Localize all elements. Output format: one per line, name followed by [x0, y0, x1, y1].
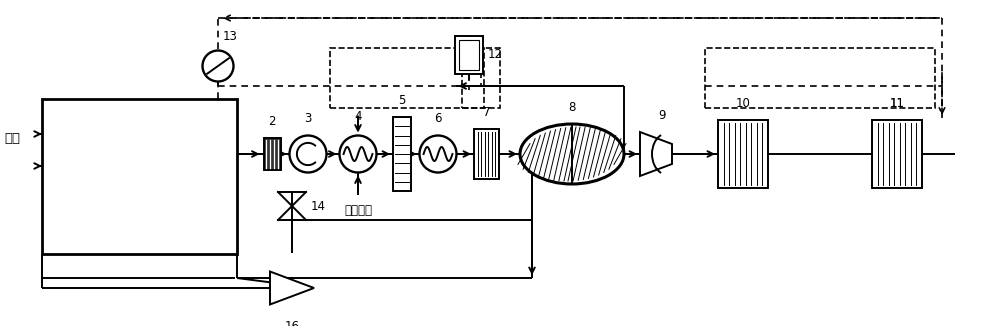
Text: 9: 9: [658, 109, 666, 122]
Circle shape: [420, 136, 456, 172]
Text: 16: 16: [285, 320, 300, 326]
Bar: [705, 48, 935, 108]
Circle shape: [340, 136, 376, 172]
Bar: [264, 138, 280, 170]
Text: 13: 13: [223, 29, 238, 42]
Bar: [718, 120, 768, 188]
Text: 3: 3: [304, 112, 312, 126]
Bar: [474, 129, 499, 179]
Circle shape: [290, 136, 326, 172]
Text: 2: 2: [268, 115, 276, 128]
Bar: [330, 48, 484, 108]
Text: 11: 11: [890, 97, 905, 110]
Text: 6: 6: [434, 112, 442, 126]
Text: 8: 8: [568, 101, 576, 114]
Ellipse shape: [520, 124, 624, 184]
Text: 4: 4: [354, 111, 362, 124]
Text: 冲压空气: 冲压空气: [344, 204, 372, 217]
Bar: [393, 117, 411, 191]
Text: 空气: 空气: [4, 132, 20, 145]
Polygon shape: [270, 272, 314, 304]
Text: 14: 14: [311, 200, 326, 213]
Circle shape: [203, 51, 234, 82]
Bar: [455, 36, 483, 74]
Text: 1: 1: [112, 120, 120, 133]
Text: 10: 10: [736, 97, 750, 110]
Text: 7: 7: [483, 106, 490, 119]
Text: 5: 5: [398, 94, 406, 107]
Bar: [42, 99, 237, 254]
Bar: [872, 120, 922, 188]
Text: 11: 11: [890, 97, 905, 110]
Polygon shape: [640, 132, 672, 176]
Bar: [462, 48, 500, 108]
Bar: [42, 173, 237, 254]
Text: 12: 12: [488, 49, 503, 62]
Bar: [459, 40, 479, 70]
